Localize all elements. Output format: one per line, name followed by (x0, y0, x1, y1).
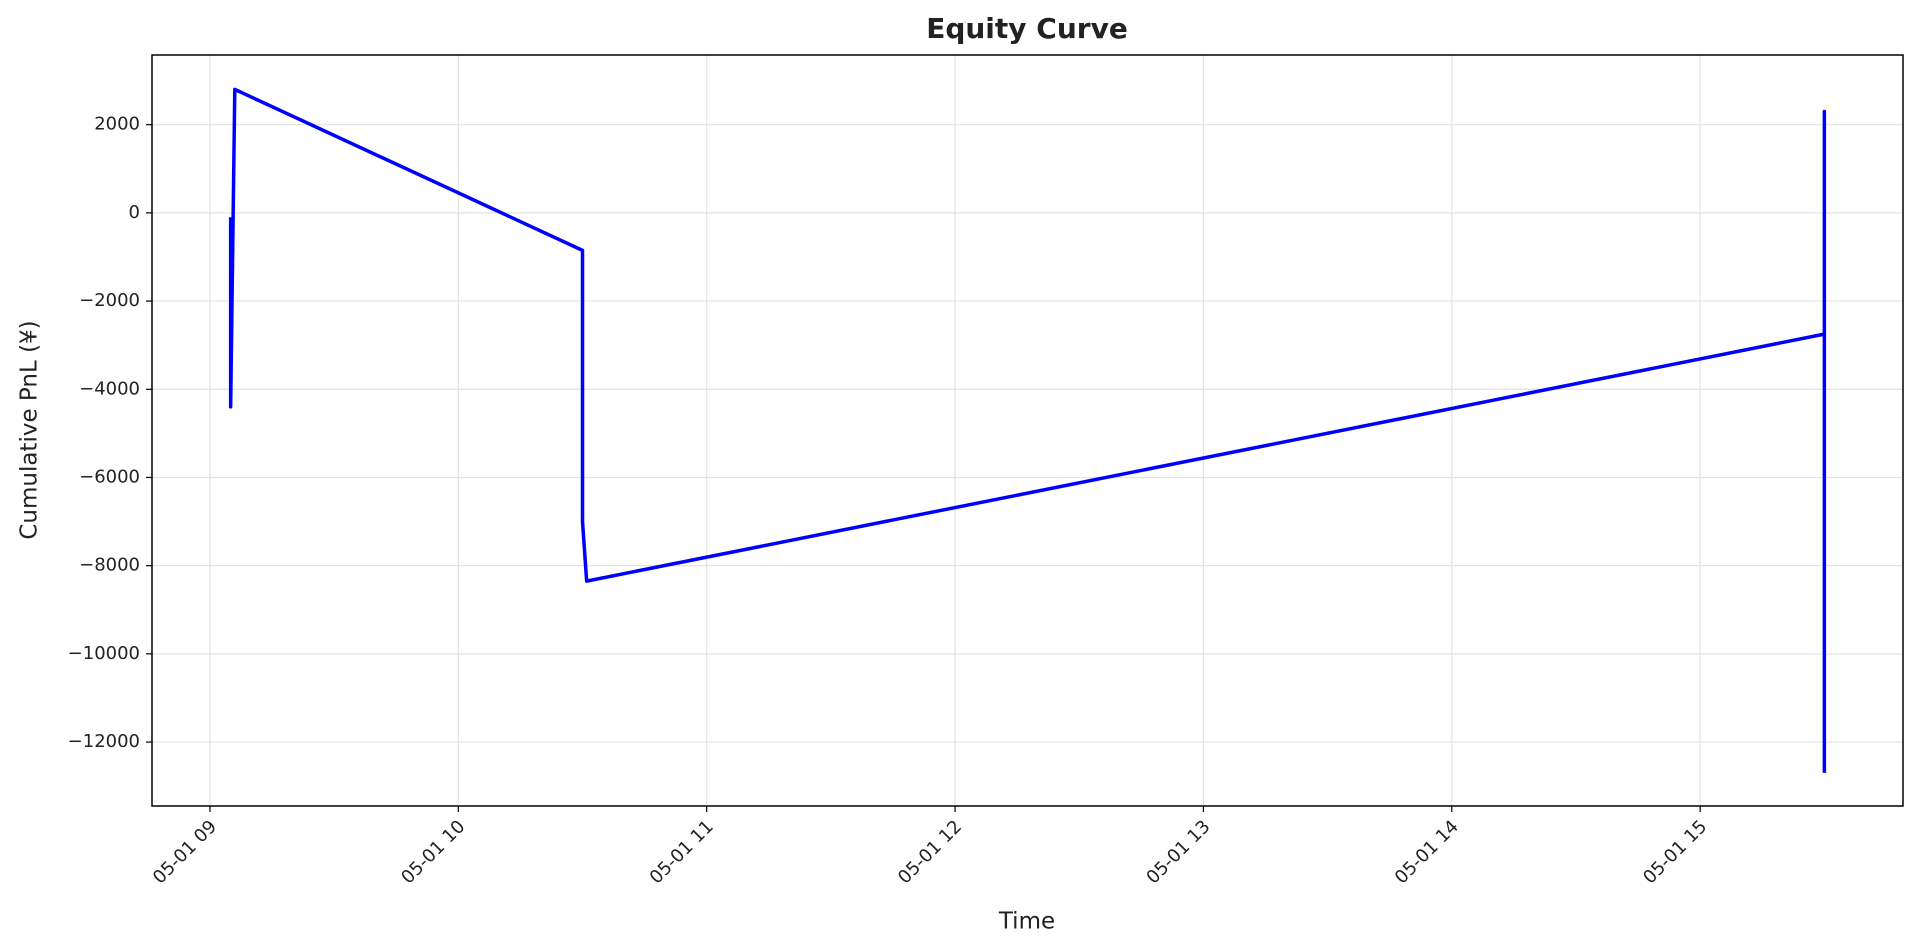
x-axis-label: Time (998, 909, 1055, 935)
y-tick-label: −6000 (79, 466, 140, 487)
y-tick-label: 2000 (94, 114, 140, 135)
chart-title: Equity Curve (926, 12, 1128, 45)
y-tick-label: −10000 (68, 643, 140, 664)
x-tick-label: 05-01 10 (397, 816, 469, 888)
y-axis-label: Cumulative PnL (¥) (17, 320, 43, 539)
x-tick-label: 05-01 09 (149, 816, 221, 888)
y-tick-label: −2000 (79, 290, 140, 311)
y-tick-label: 0 (129, 202, 140, 223)
plot-frame (151, 54, 1904, 807)
x-tick-label: 05-01 14 (1391, 816, 1463, 888)
x-tick-label: 05-01 11 (646, 816, 718, 888)
equity-line (228, 87, 1827, 773)
x-tick-label: 05-01 13 (1142, 816, 1214, 888)
x-tick-label: 05-01 15 (1639, 816, 1711, 888)
y-tick-label: −4000 (79, 378, 140, 399)
y-tick-label: −8000 (79, 555, 140, 576)
y-tick-label: −12000 (68, 731, 140, 752)
x-tick-label: 05-01 12 (894, 816, 966, 888)
